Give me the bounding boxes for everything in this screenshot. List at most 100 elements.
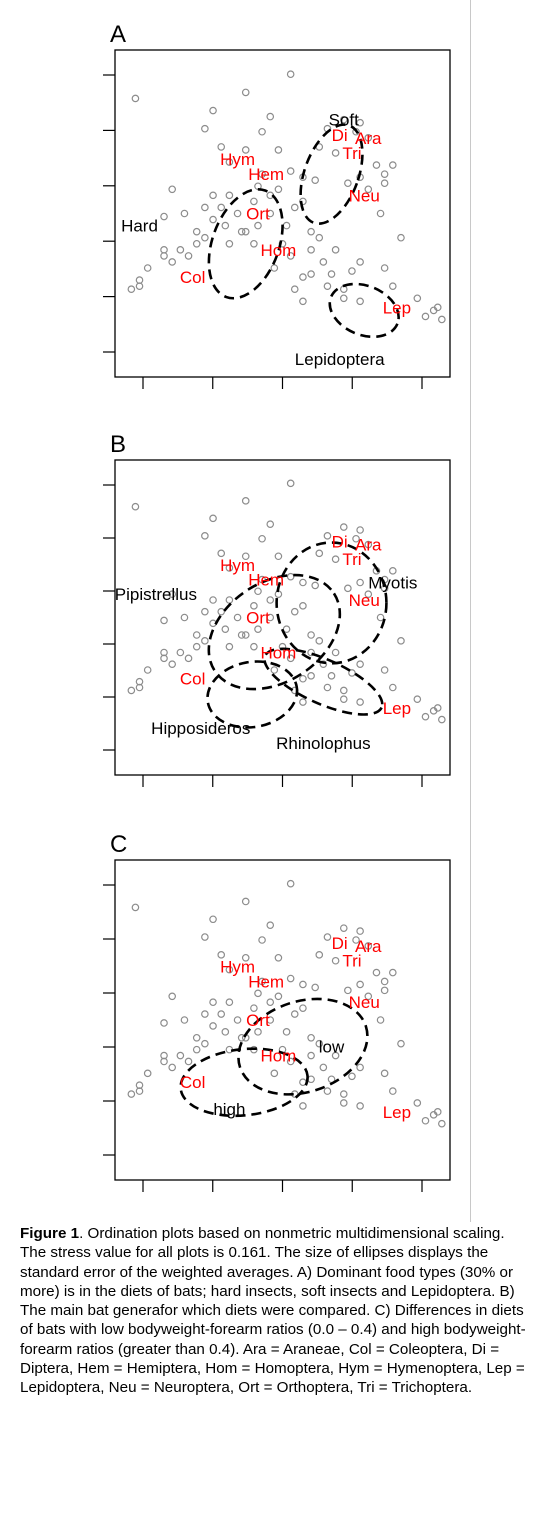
data-point [258, 170, 266, 178]
data-point [168, 185, 176, 194]
data-point [315, 637, 324, 645]
divider-line [470, 0, 471, 1222]
data-point [364, 185, 373, 194]
data-point [160, 1019, 168, 1027]
group-label: Soft [329, 111, 360, 130]
data-point [356, 258, 364, 266]
taxon-label-neu: Neu [349, 993, 380, 1012]
data-point [286, 479, 295, 488]
taxon-label-hem: Hem [248, 972, 284, 991]
data-point [217, 203, 226, 212]
data-point [286, 654, 295, 663]
data-point [380, 977, 389, 986]
data-point [135, 282, 144, 290]
data-point [258, 534, 266, 543]
data-point [160, 1051, 168, 1060]
data-point [258, 127, 266, 136]
data-point [225, 158, 234, 166]
data-point [209, 215, 217, 224]
data-point [209, 1022, 217, 1030]
data-point [225, 564, 234, 572]
data-point [323, 532, 332, 540]
data-point [209, 514, 217, 523]
data-point [290, 607, 299, 616]
data-point [201, 233, 209, 242]
data-point [274, 146, 283, 154]
data-point [192, 631, 201, 639]
data-point [282, 1028, 291, 1036]
data-point [311, 983, 319, 992]
data-point [192, 1033, 201, 1042]
ellipse-high [179, 1047, 309, 1118]
data-point [344, 986, 352, 995]
data-point [389, 567, 397, 575]
ellipse-lepidoptera [328, 282, 400, 339]
data-point [331, 956, 340, 965]
data-point [356, 526, 364, 534]
taxon-label-hem: Hem [248, 165, 284, 184]
data-point [331, 1051, 340, 1060]
data-point [201, 933, 209, 941]
data-point [339, 1099, 348, 1107]
data-point [344, 584, 352, 593]
data-point [192, 1045, 201, 1054]
data-point [315, 549, 324, 558]
data-point [209, 191, 217, 200]
data-point [274, 185, 283, 194]
data-point [233, 1016, 242, 1024]
data-point [201, 637, 209, 645]
data-point [331, 555, 340, 563]
data-point [315, 951, 324, 959]
taxon-label-tri: Tri [342, 550, 361, 569]
data-point [364, 942, 373, 950]
taxon-label-tri: Tri [342, 144, 361, 163]
data-point [270, 1069, 279, 1078]
data-point [331, 648, 340, 657]
data-point [339, 924, 348, 932]
data-point [286, 252, 295, 260]
data-point [241, 146, 250, 154]
data-point [413, 1099, 422, 1107]
data-point [356, 1063, 364, 1072]
data-point [311, 176, 319, 184]
data-point [290, 285, 299, 293]
data-point [225, 191, 234, 200]
data-point [266, 596, 275, 604]
ellipse-rhinolophus [263, 647, 384, 716]
ellipse-hard [207, 188, 284, 300]
data-point [201, 1010, 209, 1018]
data-point [250, 602, 258, 610]
taxon-label-col: Col [180, 1073, 206, 1092]
data-point [307, 672, 315, 680]
data-point [376, 1016, 385, 1024]
data-point [143, 1069, 152, 1078]
data-point [339, 523, 348, 531]
data-point [327, 672, 336, 680]
data-point [233, 209, 242, 218]
data-point [201, 1039, 209, 1048]
data-point [307, 1051, 315, 1060]
data-point [315, 1039, 324, 1048]
data-point [299, 980, 307, 989]
taxon-label-ara: Ara [355, 535, 382, 554]
data-point [180, 209, 189, 218]
data-point [356, 118, 364, 127]
data-point [233, 613, 242, 622]
group-label: Rhinolophus [276, 734, 371, 753]
data-point [217, 607, 226, 616]
data-point [131, 94, 140, 103]
data-point [237, 631, 246, 639]
data-point [160, 246, 168, 254]
data-point [339, 1090, 348, 1098]
data-point [217, 951, 226, 959]
data-point [380, 170, 389, 178]
data-point [250, 197, 258, 206]
data-point [176, 246, 185, 254]
data-point [160, 252, 168, 260]
group-label: Lepidoptera [295, 350, 385, 369]
data-point [258, 936, 266, 944]
taxon-label-ort: Ort [246, 608, 270, 627]
data-point [241, 631, 250, 639]
data-point [201, 203, 209, 212]
